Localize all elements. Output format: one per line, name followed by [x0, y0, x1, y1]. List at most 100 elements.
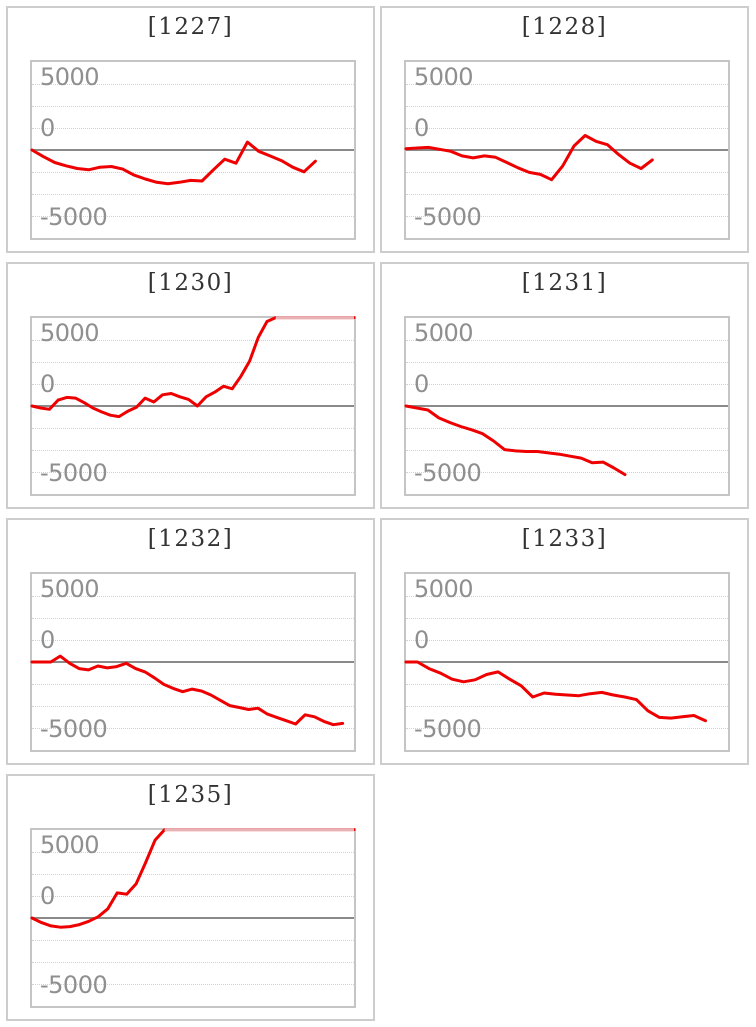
machine-number-title: [1231] [521, 270, 608, 296]
y-axis-label-5000: 5000 [40, 319, 100, 347]
zero-axis-line [406, 405, 728, 407]
zero-axis-line [32, 149, 354, 151]
gridline [32, 106, 354, 107]
gridline [32, 450, 354, 451]
gridline [32, 128, 354, 129]
machine-number-title: [1227] [147, 14, 234, 40]
gridline [32, 896, 354, 897]
gridline [32, 640, 354, 641]
slump-line-chart [404, 134, 654, 182]
y-axis-label-5000: 5000 [414, 319, 474, 347]
y-axis-label-5000: 5000 [40, 575, 100, 603]
gridline [406, 194, 728, 195]
gridline [32, 84, 354, 85]
machine-graph-panel[interactable]: [1228] 5000 0 -5000 [380, 6, 749, 253]
gridline [406, 428, 728, 429]
y-axis-label-0: 0 [414, 114, 429, 142]
gridline [406, 596, 728, 597]
gridline [406, 384, 728, 385]
slump-chart-plot: 5000 0 -5000 [30, 60, 356, 240]
machine-number-title: [1230] [147, 270, 234, 296]
machine-number-title: [1228] [521, 14, 608, 40]
gridline [406, 728, 728, 729]
gridline [406, 128, 728, 129]
machine-graph-panel[interactable]: [1235] 5000 0 -5000 [6, 774, 375, 1021]
slump-line-chart [30, 316, 356, 419]
machine-graph-panel[interactable]: [1232] 5000 0 -5000 [6, 518, 375, 765]
slump-line-chart [30, 828, 356, 929]
y-axis-label-minus5000: -5000 [40, 203, 108, 231]
slump-chart-plot: 5000 0 -5000 [404, 572, 730, 752]
y-axis-label-0: 0 [40, 882, 55, 910]
y-axis-label-5000: 5000 [414, 63, 474, 91]
slump-line-chart [30, 654, 345, 727]
gridline [32, 596, 354, 597]
slump-line [30, 316, 356, 419]
gridline [406, 340, 728, 341]
machine-number-title: [1232] [147, 526, 234, 552]
slump-line [404, 134, 654, 182]
y-axis-label-0: 0 [414, 370, 429, 398]
machine-graph-panel[interactable]: [1231] 5000 0 -5000 [380, 262, 749, 509]
slump-chart-plot: 5000 0 -5000 [30, 316, 356, 496]
slump-line-chart [30, 140, 317, 186]
slump-line [30, 654, 345, 727]
y-axis-label-5000: 5000 [40, 63, 100, 91]
y-axis-label-minus5000: -5000 [40, 971, 108, 999]
gridline [32, 940, 354, 941]
gridline [32, 362, 354, 363]
gridline [32, 472, 354, 473]
gridline [406, 362, 728, 363]
gridline [32, 216, 354, 217]
gridline [406, 472, 728, 473]
machine-graph-panel[interactable]: [1233] 5000 0 -5000 [380, 518, 749, 765]
gridline [406, 450, 728, 451]
gridline [406, 216, 728, 217]
gridline [32, 384, 354, 385]
slump-chart-plot: 5000 0 -5000 [30, 572, 356, 752]
gridline [32, 984, 354, 985]
y-axis-label-minus5000: -5000 [40, 715, 108, 743]
slump-line [30, 140, 317, 186]
gridline [406, 84, 728, 85]
y-axis-label-5000: 5000 [40, 831, 100, 859]
y-axis-label-minus5000: -5000 [414, 715, 482, 743]
y-axis-label-0: 0 [40, 626, 55, 654]
machine-graph-panel[interactable]: [1227] 5000 0 -5000 [6, 6, 375, 253]
gridline [406, 640, 728, 641]
slump-chart-plot: 5000 0 -5000 [404, 60, 730, 240]
slump-line-chart [404, 660, 707, 723]
slump-line [30, 828, 356, 929]
gridline [406, 172, 728, 173]
y-axis-label-0: 0 [414, 626, 429, 654]
gridline [32, 874, 354, 875]
gridline [32, 852, 354, 853]
slump-line-chart [404, 404, 627, 477]
gridline [32, 172, 354, 173]
gridline [406, 106, 728, 107]
gridline [32, 706, 354, 707]
gridline [32, 428, 354, 429]
gridline [32, 962, 354, 963]
y-axis-label-5000: 5000 [414, 575, 474, 603]
y-axis-label-0: 0 [40, 370, 55, 398]
gridline [32, 194, 354, 195]
slump-line [404, 404, 627, 477]
gridline [406, 618, 728, 619]
gridline [32, 618, 354, 619]
y-axis-label-0: 0 [40, 114, 55, 142]
gridline [32, 684, 354, 685]
zero-axis-line [406, 149, 728, 151]
zero-axis-line [32, 917, 354, 919]
gridline [406, 706, 728, 707]
machine-number-title: [1235] [147, 782, 234, 808]
machine-graph-panel[interactable]: [1230] 5000 0 -5000 [6, 262, 375, 509]
y-axis-label-minus5000: -5000 [40, 459, 108, 487]
y-axis-label-minus5000: -5000 [414, 459, 482, 487]
zero-axis-line [406, 661, 728, 663]
slump-chart-plot: 5000 0 -5000 [404, 316, 730, 496]
machine-number-title: [1233] [521, 526, 608, 552]
y-axis-label-minus5000: -5000 [414, 203, 482, 231]
gridline [406, 684, 728, 685]
